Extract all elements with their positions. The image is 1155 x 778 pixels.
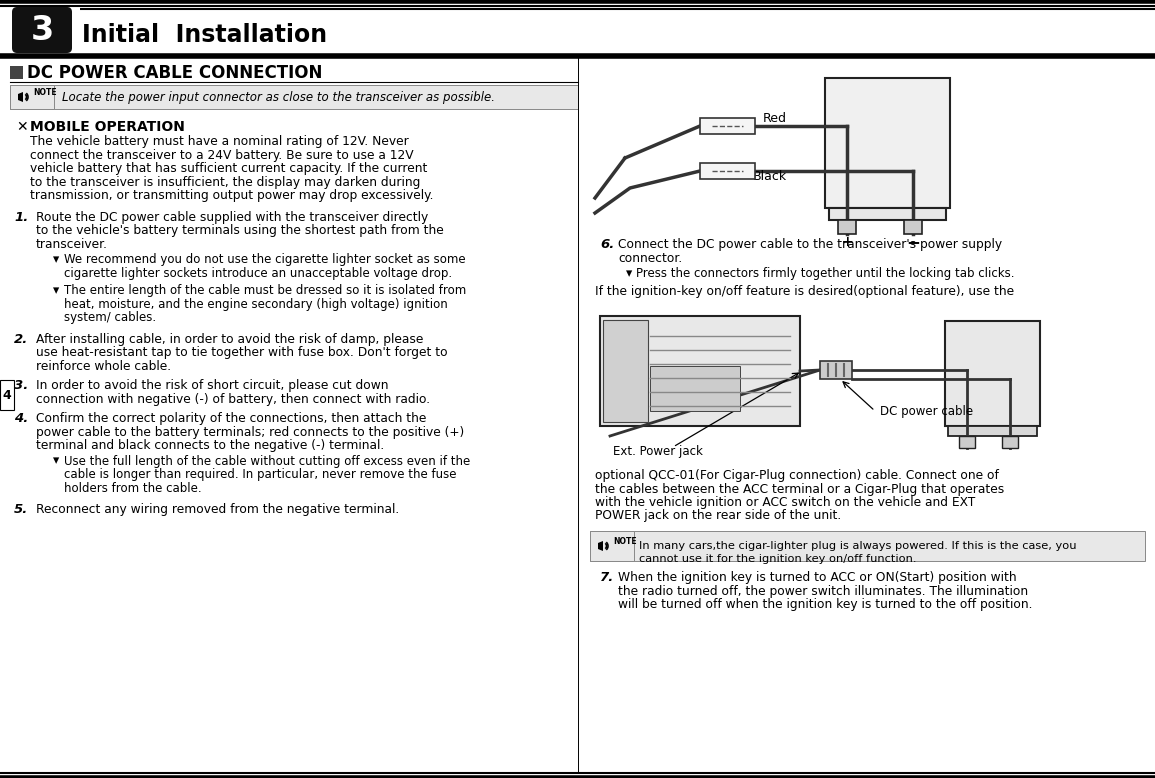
Text: connection with negative (-) of battery, then connect with radio.: connection with negative (-) of battery,…: [36, 392, 430, 405]
Text: transceiver.: transceiver.: [36, 237, 109, 251]
Bar: [599, 316, 800, 426]
Text: cable is longer than required. In particular, never remove the fuse: cable is longer than required. In partic…: [64, 468, 456, 481]
Text: connector.: connector.: [618, 251, 683, 265]
Text: with the vehicle ignition or ACC switch on the vehicle and EXT: with the vehicle ignition or ACC switch …: [595, 496, 975, 509]
FancyBboxPatch shape: [12, 7, 72, 53]
Text: Connect the DC power cable to the transceiver's power supply: Connect the DC power cable to the transc…: [618, 238, 1003, 251]
Bar: [1003, 436, 1018, 448]
Bar: [10, 85, 54, 109]
Text: If the ignition-key on/off feature is desired(optional feature), use the: If the ignition-key on/off feature is de…: [595, 285, 1014, 297]
Text: use heat-resistant tap to tie together with fuse box. Don't forget to: use heat-resistant tap to tie together w…: [36, 346, 448, 359]
Bar: [603, 320, 648, 422]
Bar: [829, 208, 946, 220]
Text: Red: Red: [763, 111, 787, 124]
Polygon shape: [598, 541, 603, 551]
Text: will be turned off when the ignition key is turned to the off position.: will be turned off when the ignition key…: [618, 598, 1033, 611]
Text: The entire length of the cable must be dressed so it is isolated from: The entire length of the cable must be d…: [64, 284, 467, 297]
Text: 1.: 1.: [14, 211, 28, 223]
Bar: [820, 361, 852, 379]
Text: 5.: 5.: [14, 503, 28, 516]
Text: heat, moisture, and the engine secondary (high voltage) ignition: heat, moisture, and the engine secondary…: [64, 297, 448, 310]
Bar: [10, 66, 23, 79]
Text: Black: Black: [753, 170, 787, 183]
Bar: [590, 531, 1145, 561]
Bar: [839, 220, 856, 234]
Text: cannot use it for the ignition key on/off function.: cannot use it for the ignition key on/of…: [639, 553, 917, 563]
Text: ▾: ▾: [53, 454, 59, 468]
Bar: [650, 366, 740, 411]
Text: After installing cable, in order to avoid the risk of damp, please: After installing cable, in order to avoi…: [36, 332, 424, 345]
Bar: [825, 78, 951, 208]
Text: transmission, or transmitting output power may drop excessively.: transmission, or transmitting output pow…: [30, 189, 433, 202]
Bar: [590, 531, 634, 561]
Bar: [0, 380, 14, 410]
Text: NOTE: NOTE: [613, 537, 636, 545]
Bar: [10, 85, 578, 109]
Text: terminal and black connects to the negative (-) terminal.: terminal and black connects to the negat…: [36, 439, 385, 452]
Text: reinforce whole cable.: reinforce whole cable.: [36, 359, 171, 373]
Text: 3.: 3.: [14, 379, 28, 392]
Text: Locate the power input connector as close to the transceiver as possible.: Locate the power input connector as clos…: [62, 90, 495, 103]
Text: Initial  Installation: Initial Installation: [82, 23, 327, 47]
Text: holders from the cable.: holders from the cable.: [64, 482, 202, 495]
Text: We recommend you do not use the cigarette lighter socket as some: We recommend you do not use the cigarett…: [64, 253, 465, 266]
Text: 4: 4: [2, 388, 12, 401]
Text: NOTE: NOTE: [33, 87, 57, 96]
Text: Press the connectors firmly together until the locking tab clicks.: Press the connectors firmly together unt…: [636, 267, 1014, 280]
Text: In order to avoid the risk of short circuit, please cut down: In order to avoid the risk of short circ…: [36, 379, 388, 392]
Text: vehicle battery that has sufficient current capacity. If the current: vehicle battery that has sufficient curr…: [30, 162, 427, 175]
Text: −: −: [906, 233, 919, 251]
Text: When the ignition key is turned to ACC or ON(Start) position with: When the ignition key is turned to ACC o…: [618, 571, 1016, 584]
Text: the radio turned off, the power switch illuminates. The illumination: the radio turned off, the power switch i…: [618, 584, 1028, 598]
Text: POWER jack on the rear side of the unit.: POWER jack on the rear side of the unit.: [595, 510, 841, 523]
Text: Confirm the correct polarity of the connections, then attach the: Confirm the correct polarity of the conn…: [36, 412, 426, 425]
Text: optional QCC-01(For Cigar-Plug connection) cable. Connect one of: optional QCC-01(For Cigar-Plug connectio…: [595, 469, 999, 482]
Bar: [700, 118, 755, 134]
Text: In many cars,the cigar-lighter plug is always powered. If this is the case, you: In many cars,the cigar-lighter plug is a…: [639, 541, 1076, 551]
Bar: [948, 426, 1037, 436]
Bar: [945, 321, 1040, 426]
Text: +: +: [841, 235, 852, 249]
Text: MOBILE OPERATION: MOBILE OPERATION: [30, 120, 185, 134]
Text: the cables between the ACC terminal or a Cigar-Plug that operates: the cables between the ACC terminal or a…: [595, 482, 1004, 496]
Text: ▾: ▾: [53, 253, 59, 266]
Text: DC POWER CABLE CONNECTION: DC POWER CABLE CONNECTION: [27, 64, 322, 82]
Text: DC power cable: DC power cable: [880, 405, 974, 418]
Text: Ext. Power jack: Ext. Power jack: [613, 444, 703, 457]
Text: Reconnect any wiring removed from the negative terminal.: Reconnect any wiring removed from the ne…: [36, 503, 400, 516]
Text: Route the DC power cable supplied with the transceiver directly: Route the DC power cable supplied with t…: [36, 211, 429, 223]
Bar: [959, 436, 975, 448]
Polygon shape: [18, 92, 23, 102]
Bar: [700, 163, 755, 179]
Text: ▾: ▾: [626, 267, 632, 280]
Text: cigarette lighter sockets introduce an unacceptable voltage drop.: cigarette lighter sockets introduce an u…: [64, 267, 452, 279]
Text: system/ cables.: system/ cables.: [64, 311, 156, 324]
Text: ▾: ▾: [53, 284, 59, 297]
Text: 4.: 4.: [14, 412, 28, 425]
Text: 2.: 2.: [14, 332, 28, 345]
Text: ✕: ✕: [16, 120, 28, 134]
Text: to the vehicle's battery terminals using the shortest path from the: to the vehicle's battery terminals using…: [36, 224, 444, 237]
Text: power cable to the battery terminals; red connects to the positive (+): power cable to the battery terminals; re…: [36, 426, 464, 439]
Bar: [904, 220, 922, 234]
Text: connect the transceiver to a 24V battery. Be sure to use a 12V: connect the transceiver to a 24V battery…: [30, 149, 413, 162]
Text: Use the full length of the cable without cutting off excess even if the: Use the full length of the cable without…: [64, 454, 470, 468]
Text: to the transceiver is insufficient, the display may darken during: to the transceiver is insufficient, the …: [30, 176, 420, 188]
Text: The vehicle battery must have a nominal rating of 12V. Never: The vehicle battery must have a nominal …: [30, 135, 409, 148]
Text: 7.: 7.: [599, 571, 614, 584]
Text: 6.: 6.: [599, 238, 614, 251]
Text: 3: 3: [30, 13, 53, 47]
